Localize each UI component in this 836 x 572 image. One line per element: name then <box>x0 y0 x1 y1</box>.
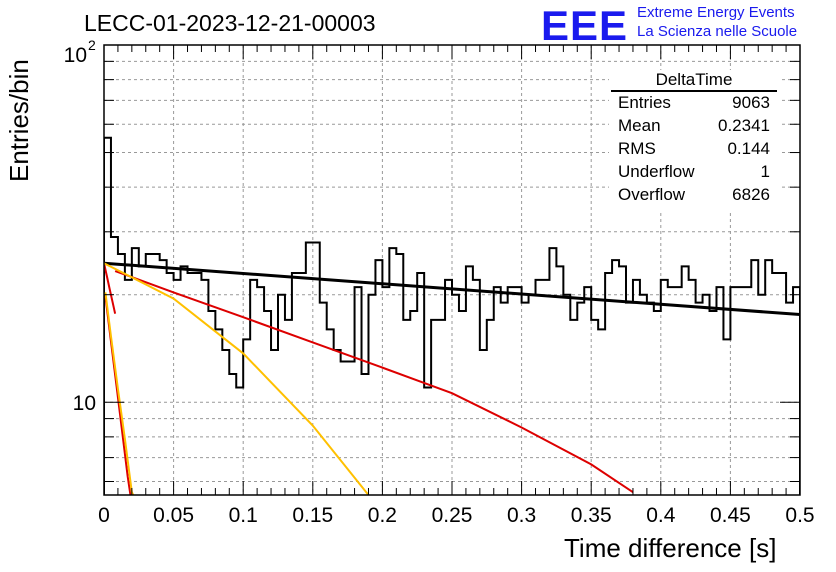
eee-tagline-1: Extreme Energy Events <box>637 4 795 21</box>
stats-value: 0.2341 <box>718 116 770 135</box>
x-tick-label: 0.3 <box>507 504 536 527</box>
x-tick-label: 0.45 <box>710 504 751 527</box>
stats-title: DeltaTime <box>655 70 733 89</box>
eee-tagline-2: La Scienza nelle Scuole <box>637 23 798 40</box>
x-tick-label: 0.15 <box>292 504 333 527</box>
y-tick-label-exponent: 2 <box>88 37 96 53</box>
x-tick-label: 0.35 <box>571 504 612 527</box>
y-tick-label: 10 <box>73 392 96 415</box>
stats-key: Mean <box>618 116 661 135</box>
x-axis-label: Time difference [s] <box>564 533 777 563</box>
x-tick-label: 0.05 <box>153 504 194 527</box>
fit-line <box>104 261 800 317</box>
stats-row: RMS 0.144 <box>609 139 779 161</box>
histogram-series <box>104 136 800 495</box>
stats-value: 6826 <box>732 185 770 204</box>
stats-key: Overflow <box>618 185 686 204</box>
stats-row: Underflow 1 <box>609 162 779 184</box>
stats-box: DeltaTime Entries 9063 Mean 0.2341 RMS 0… <box>609 70 779 210</box>
stats-row: Overflow 6826 <box>609 185 779 207</box>
plot-title: LECC-01-2023-12-21-00003 <box>84 10 376 36</box>
exponential-curve <box>104 262 370 495</box>
stats-key: Entries <box>618 93 671 112</box>
eee-logo: EEE <box>541 2 629 49</box>
stats-key: Underflow <box>618 162 695 181</box>
stats-value: 9063 <box>732 93 770 112</box>
x-tick-label: 0.1 <box>229 504 258 527</box>
x-tick-label: 0.2 <box>368 504 397 527</box>
stats-row: Entries 9063 <box>609 93 779 115</box>
exponential-curve <box>104 263 117 314</box>
stats-row: Mean 0.2341 <box>609 116 779 138</box>
stats-value: 1 <box>760 162 770 181</box>
stats-value: 0.144 <box>727 139 770 158</box>
exponential-curve <box>104 292 135 495</box>
x-tick-label: 0.4 <box>646 504 676 527</box>
exponential-curve <box>114 270 634 494</box>
stats-divider <box>611 90 777 92</box>
x-tick-label: 0.25 <box>432 504 473 527</box>
x-tick-label: 0 <box>98 504 110 527</box>
stats-key: RMS <box>618 139 656 158</box>
x-tick-label: 0.5 <box>785 504 814 527</box>
y-tick-label: 10 <box>64 44 87 67</box>
